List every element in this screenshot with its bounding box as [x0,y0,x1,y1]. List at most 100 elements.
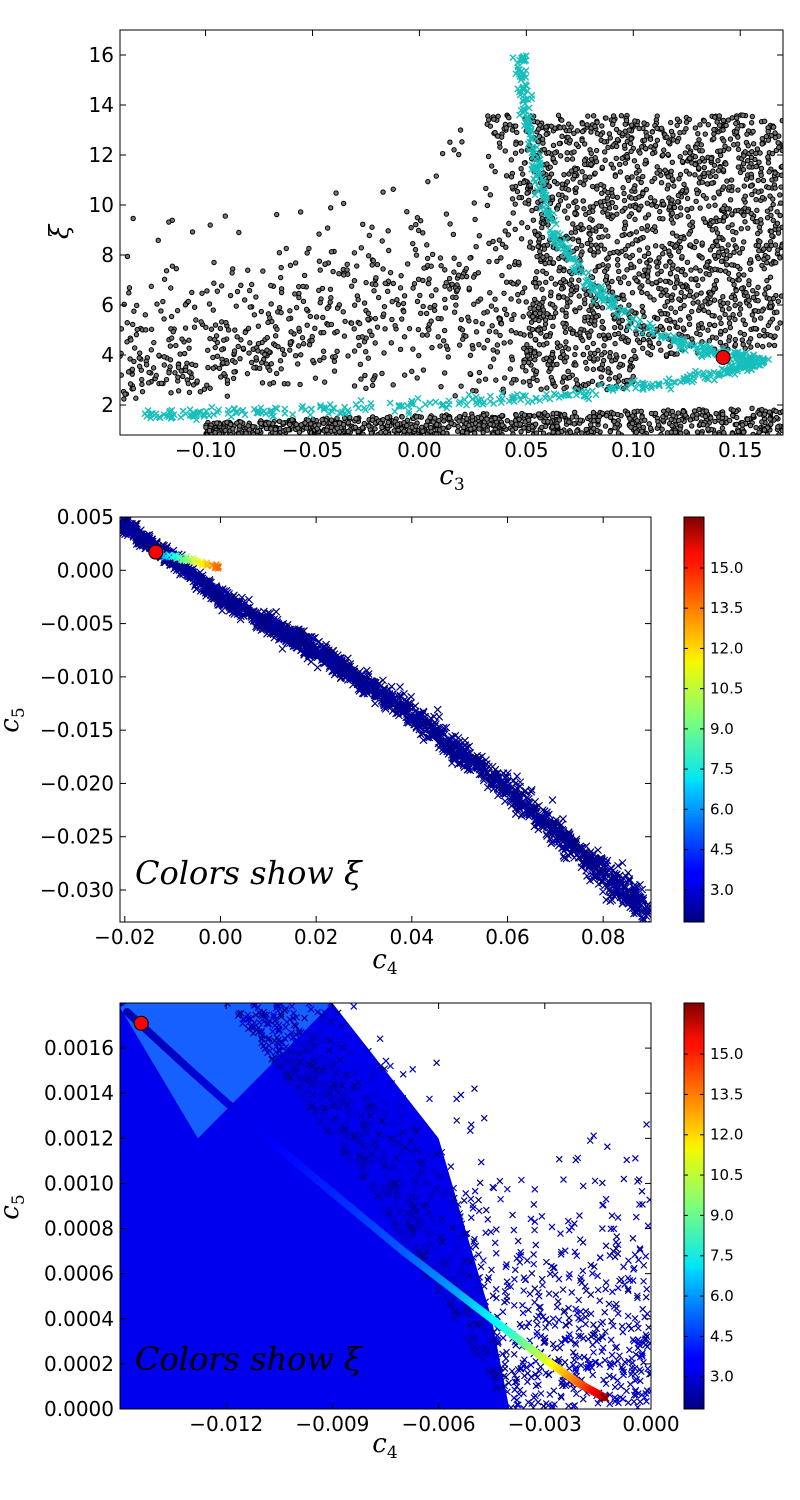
data-point-o [668,128,675,135]
data-point-o [656,255,662,261]
data-point-o [213,333,220,339]
data-point-o [665,139,672,145]
data-point-o [705,170,712,176]
data-point-o [758,172,764,179]
data-point-o [734,263,741,270]
data-point-o [777,255,783,261]
data-point-o [699,303,705,309]
data-point-o [748,154,755,161]
data-point-o [621,226,628,232]
data-point-o [571,149,577,155]
data-point-o [570,221,576,227]
data-point-x [571,264,578,272]
data-point-o [363,279,369,286]
data-point-o [671,183,677,189]
data-point-o [662,303,668,309]
data-point-o [729,115,735,121]
panel-2: −0.02 0.00 0.02 0.04 0.06 0.080.0050.000−0.00… [0,505,743,979]
data-point-o [333,190,339,196]
data-point-o [534,377,540,384]
data-point-o [251,365,257,371]
data-point-o [129,321,136,328]
data-point-x [537,161,545,169]
data-point-o [552,383,558,389]
data-point-o [598,365,604,372]
data-point-o [142,312,149,318]
data-point-o [370,258,376,264]
data-point-o [298,352,304,358]
data-point-o [435,315,441,322]
data-point-o [527,333,534,339]
data-point-o [509,196,516,202]
data-point-o [428,424,434,431]
data-point-o [392,322,398,329]
data-point-o [554,361,560,368]
data-point-o [549,302,556,308]
data-point-o [203,324,209,331]
data-point-o [584,240,591,247]
data-point-o [492,415,498,421]
data-point-o [645,278,651,285]
data-point-o [659,426,665,432]
data-point-x [650,330,658,338]
data-point-o [146,369,152,376]
data-point-o [437,255,444,261]
data-point-o [639,225,645,232]
data-point-o [126,285,133,291]
data-point-o [406,325,413,332]
data-point-o [756,411,763,417]
data-point-o [753,424,759,431]
data-point-o [210,307,216,313]
data-point-x [562,236,570,244]
data-point-x [515,56,523,64]
data-point-o [316,422,322,428]
data-point-o [754,207,760,214]
data-point-o [711,195,717,201]
data-point-o [369,224,375,230]
data-point-o [749,191,755,198]
data-point-o [569,330,576,336]
data-point-o [607,414,614,421]
data-point-o [772,185,778,191]
data-point-o [449,281,455,287]
data-point-o [745,225,751,231]
data-point-o [757,150,763,156]
data-point-o [454,428,461,434]
data-point-o [334,425,340,431]
data-point-o [212,344,218,351]
data-point-o [669,159,676,166]
data-point-o [655,422,662,428]
data-point-o [750,128,756,135]
data-point-o [428,318,434,324]
data-point-o [686,315,693,321]
data-point-o [563,313,569,320]
data-point-x [587,285,595,293]
data-point-o [306,245,312,252]
data-point-x [522,82,530,90]
data-point-o [713,335,719,341]
data-point-x [552,391,560,399]
data-point-o [632,353,638,360]
data-point-x [547,230,555,238]
data-point-o [401,334,408,340]
data-point-o [540,254,546,261]
data-point-o [591,418,597,424]
data-point-o [214,353,221,359]
data-point-o [520,379,527,385]
data-point-x [556,231,564,239]
data-point-x [528,135,536,143]
data-point-o [740,166,747,173]
data-point-o [197,389,204,395]
data-point-o [649,344,656,351]
data-point-o [711,286,717,292]
data-point-o [742,321,748,328]
data-point-o [550,429,556,435]
data-point-o [351,383,358,389]
data-point-o [621,296,627,303]
data-point-o [471,200,477,206]
data-point-o [324,305,331,312]
data-point-o [611,418,617,425]
data-point-o [726,184,732,190]
data-point-o [723,161,729,167]
data-point-o [657,208,663,215]
